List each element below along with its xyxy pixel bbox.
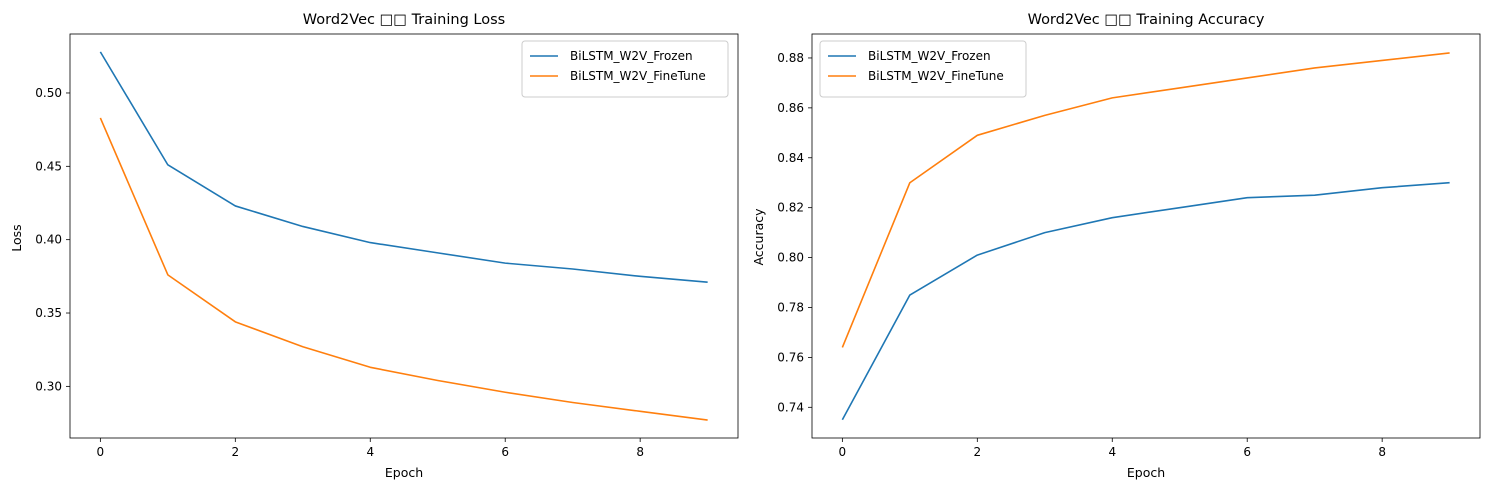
loss-x-tick-label: 8 (636, 445, 644, 459)
loss-legend-box (521, 40, 729, 98)
loss-y-tick-label: 0.35 (35, 306, 62, 320)
accuracy-legend-box (819, 40, 1027, 98)
accuracy-y-tick-label: 0.82 (777, 201, 804, 215)
loss-y-tick-label: 0.50 (35, 86, 62, 100)
accuracy-y-tick-label: 0.86 (777, 101, 804, 115)
accuracy-x-tick-label: 8 (1378, 445, 1386, 459)
accuracy-ticks: 0 2 4 6 8 0.74 0.76 0.78 0.80 0.82 0.84 0.86 0.88 (777, 51, 1386, 459)
accuracy-x-tick-label: 6 (1243, 445, 1251, 459)
accuracy-y-tick-label: 0.78 (777, 300, 804, 314)
accuracy-y-axis-label: Accuracy (751, 208, 766, 266)
loss-x-tick-label: 6 (501, 445, 509, 459)
accuracy-y-tick-label: 0.88 (777, 51, 804, 65)
loss-legend: BiLSTM_W2V_Frozen BiLSTM_W2V_FineTune (521, 40, 729, 98)
loss-x-tick-label: 2 (231, 445, 239, 459)
accuracy-chart-title: Word2Vec □□ Training Accuracy (1028, 12, 1265, 28)
loss-x-axis-label: Epoch (385, 465, 423, 480)
loss-series-lines (99, 51, 708, 421)
loss-legend-label: BiLSTM_W2V_Frozen (570, 49, 693, 63)
accuracy-x-tick-label: 2 (973, 445, 981, 459)
accuracy-series-line-frozen (841, 181, 1450, 421)
accuracy-series-lines (841, 52, 1450, 421)
accuracy-x-tick-label: 0 (839, 445, 847, 459)
loss-y-tick-label: 0.30 (35, 379, 62, 393)
loss-x-tick-label: 4 (366, 445, 374, 459)
accuracy-y-tick-label: 0.84 (777, 151, 804, 165)
accuracy-chart: Word2Vec □□ Training Accuracy Epoch Accu… (751, 12, 1481, 480)
accuracy-x-axis-label: Epoch (1127, 465, 1165, 480)
loss-series-line-frozen (99, 51, 708, 284)
accuracy-series-line-finetune (841, 52, 1450, 348)
loss-legend-label: BiLSTM_W2V_FineTune (570, 69, 706, 83)
loss-x-tick-label: 0 (97, 445, 105, 459)
accuracy-legend-label: BiLSTM_W2V_Frozen (868, 49, 991, 63)
accuracy-x-tick-label: 4 (1108, 445, 1116, 459)
accuracy-plot-frame (811, 33, 1481, 439)
loss-y-axis-label: Loss (9, 224, 24, 251)
loss-plot-frame (69, 33, 739, 439)
loss-ticks: 0 2 4 6 8 0.30 0.35 0.40 0.45 0.50 (35, 86, 644, 459)
loss-chart: Word2Vec □□ Training Loss Epoch Loss 0 2 4… (9, 12, 739, 480)
accuracy-y-tick-label: 0.74 (777, 400, 804, 414)
loss-series-line-finetune (99, 117, 708, 421)
accuracy-y-tick-label: 0.80 (777, 251, 804, 265)
accuracy-y-tick-label: 0.76 (777, 350, 804, 364)
loss-y-tick-label: 0.40 (35, 233, 62, 247)
accuracy-legend: BiLSTM_W2V_Frozen BiLSTM_W2V_FineTune (819, 40, 1027, 98)
accuracy-legend-label: BiLSTM_W2V_FineTune (868, 69, 1004, 83)
loss-y-tick-label: 0.45 (35, 159, 62, 173)
loss-chart-title: Word2Vec □□ Training Loss (303, 12, 505, 28)
